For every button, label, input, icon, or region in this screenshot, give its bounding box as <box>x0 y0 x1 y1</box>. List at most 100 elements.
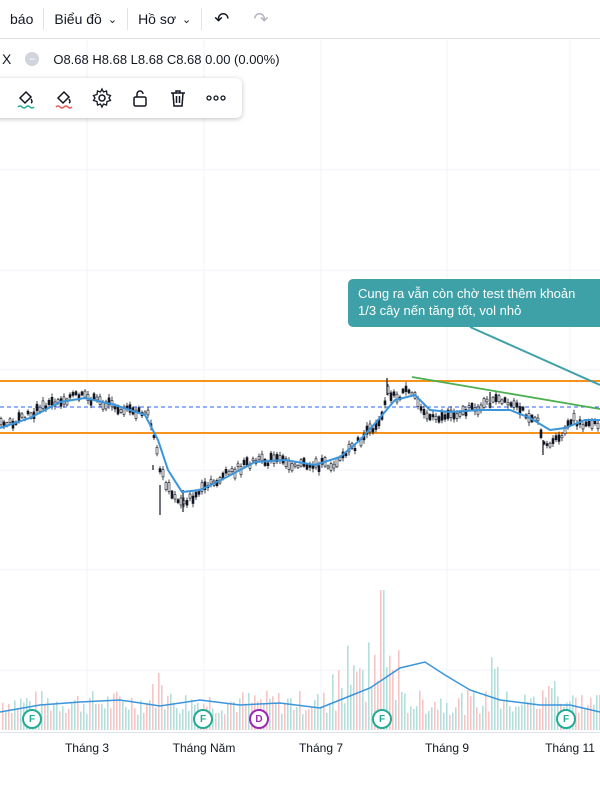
volume-bar <box>50 710 52 730</box>
event-marker-f[interactable]: F <box>193 709 213 729</box>
candle-body <box>407 389 411 394</box>
candle-body <box>308 464 312 468</box>
volume-bar <box>104 708 106 730</box>
volume-bar <box>551 688 553 730</box>
volume-bar <box>248 692 250 730</box>
chart-menu-button[interactable]: Biểu đồ ⌄ <box>44 0 127 38</box>
candle-body <box>581 424 585 430</box>
collapse-icon[interactable]: − <box>25 52 40 66</box>
candle-body <box>8 418 12 423</box>
volume-bar <box>470 696 472 730</box>
volume-bar <box>8 703 10 730</box>
event-marker-f[interactable]: F <box>372 709 392 729</box>
volume-bar <box>242 692 244 730</box>
candle-body <box>548 442 552 448</box>
event-marker-d[interactable]: D <box>249 709 269 729</box>
volume-bar <box>224 714 226 730</box>
candle-body <box>506 402 510 406</box>
profile-menu-button[interactable]: Hồ sơ ⌄ <box>128 0 201 38</box>
trendline <box>411 376 600 410</box>
annotation-line-1: Cung ra vẫn còn chờ test thêm khoản <box>358 286 576 301</box>
bucket-fill-icon[interactable] <box>52 86 76 110</box>
candle-body <box>80 391 84 396</box>
volume-bar <box>119 696 121 730</box>
price-chart[interactable] <box>0 40 600 732</box>
divider <box>43 8 45 30</box>
candle-body <box>383 400 387 406</box>
candle-body <box>317 465 321 472</box>
candle-body <box>230 468 234 472</box>
volume-bar <box>329 702 331 730</box>
candle-body <box>353 448 357 452</box>
candle-body <box>236 463 240 467</box>
candle-body <box>203 481 207 490</box>
volume-bar <box>89 697 91 730</box>
volume-bar <box>512 711 514 730</box>
bucket-line-icon[interactable] <box>14 86 38 110</box>
volume-bar <box>449 714 451 730</box>
candle-body <box>572 413 576 422</box>
volume-bar <box>434 701 436 730</box>
candle-body <box>587 419 591 427</box>
volume-bar <box>311 707 313 730</box>
top-toolbar: báo Biểu đồ ⌄ Hồ sơ ⌄ ↶ ↷ <box>0 0 600 39</box>
volume-bar <box>341 688 343 730</box>
volume-bar <box>152 684 154 730</box>
redo-icon[interactable]: ↷ <box>253 8 269 29</box>
volume-bar <box>128 709 130 730</box>
volume-bar <box>584 709 586 730</box>
volume-bar <box>398 650 400 730</box>
candle-body <box>242 459 246 465</box>
alerts-menu-truncated[interactable]: báo <box>0 0 43 38</box>
candle-body <box>224 469 228 474</box>
profile-menu-label: Hồ sơ <box>138 11 177 27</box>
volume-bar <box>227 704 229 730</box>
candle-body <box>503 397 507 403</box>
volume-bar <box>410 706 412 730</box>
candle-body <box>263 458 267 466</box>
volume-bar <box>215 713 217 730</box>
more-icon[interactable] <box>204 86 228 110</box>
volume-bar <box>548 685 550 730</box>
candle-body <box>164 482 168 490</box>
candle-body <box>557 434 561 442</box>
volume-bar <box>356 671 358 730</box>
volume-bar <box>56 701 58 730</box>
volume-bar <box>173 702 175 730</box>
volume-bar <box>443 712 445 730</box>
undo-icon[interactable]: ↶ <box>214 8 230 29</box>
candle-body <box>191 495 195 504</box>
volume-bar <box>428 711 430 730</box>
volume-bar <box>53 703 55 730</box>
annotation-callout[interactable]: Cung ra vẫn còn chờ test thêm khoản 1/3 … <box>348 279 600 327</box>
time-axis[interactable]: Tháng 3 Tháng Năm Tháng 7 Tháng 9 Tháng … <box>0 732 600 761</box>
volume-bar <box>176 708 178 730</box>
volume-bar <box>191 699 193 730</box>
volume-bar <box>335 710 337 730</box>
gear-icon[interactable] <box>90 86 114 110</box>
candle-body <box>50 396 54 407</box>
volume-bar <box>371 686 373 730</box>
volume-bar <box>77 696 79 730</box>
volume-bar <box>506 691 508 730</box>
event-marker-f[interactable]: F <box>22 709 42 729</box>
candle-body <box>551 438 555 444</box>
unlock-icon[interactable] <box>128 86 152 110</box>
candle-body <box>293 463 297 467</box>
volume-bar <box>284 703 286 730</box>
volume-bar <box>305 710 307 730</box>
trash-icon[interactable] <box>166 86 190 110</box>
volume-bar <box>65 713 67 730</box>
volume-bar <box>380 590 382 730</box>
candle-body <box>494 394 498 403</box>
volume-bar <box>485 691 487 730</box>
volume-bar <box>524 694 526 730</box>
candle-body <box>119 409 123 413</box>
volume-bar <box>446 702 448 730</box>
candle-body <box>389 392 393 401</box>
event-marker-f[interactable]: F <box>556 709 576 729</box>
volume-bar <box>500 708 502 730</box>
volume-bar <box>299 691 301 730</box>
candle-body <box>554 435 558 441</box>
close-icon[interactable]: X <box>2 51 12 67</box>
